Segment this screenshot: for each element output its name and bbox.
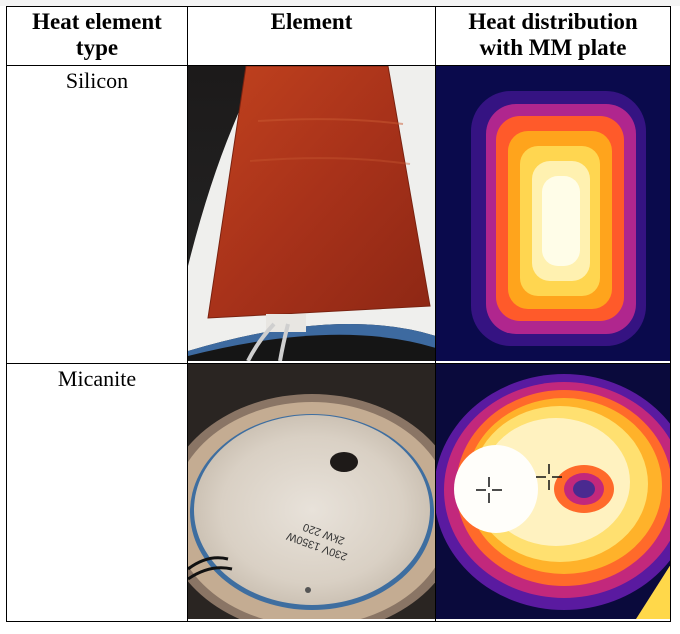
header-col3-line2: with MM plate [479,35,627,60]
header-heat-element-type: Heat element type [6,6,188,66]
table-row: Micanite 230V 1350W 2kW 22 [6,363,671,622]
micanite-element-photo: 230V 1350W 2kW 220 [187,363,436,622]
type-cell-micanite: Micanite [6,363,188,622]
crosshair-left-icon [476,477,502,503]
micanite-thermal-image [436,364,670,619]
silicon-heat-distribution [435,65,671,364]
micanite-element-image: 230V 1350W 2kW 220 [188,364,435,619]
crosshair-center-icon [536,464,562,490]
silicon-thermal-image [436,66,670,361]
type-cell-silicon: Silicon [6,65,188,364]
micanite-heat-distribution [435,363,671,622]
header-col1-line2: type [75,35,119,60]
page-top-strip [0,0,680,6]
table-header-row: Heat element type Element Heat distribut… [6,6,671,66]
header-heat-distribution: Heat distribution with MM plate [435,6,671,66]
silicon-element-photo [187,65,436,364]
header-col3-line1: Heat distribution [468,9,638,34]
header-col2: Element [270,9,353,34]
silicon-element-image [188,66,435,361]
heat-element-table: Heat element type Element Heat distribut… [6,6,671,622]
table-row: Silicon [6,65,671,364]
header-element: Element [187,6,436,66]
header-col1-line1: Heat element [32,9,162,34]
